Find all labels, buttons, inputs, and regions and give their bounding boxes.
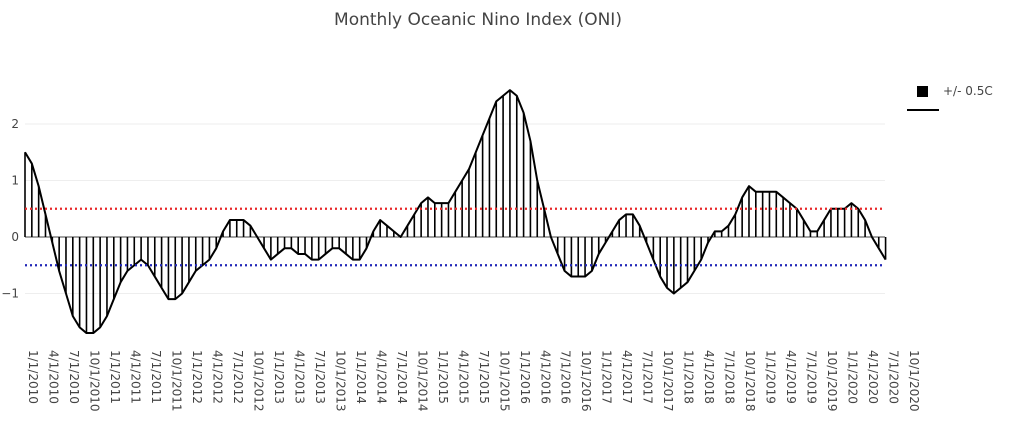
x-tick-label: 10/1/2019	[825, 350, 839, 412]
x-tick-label: 1/1/2019	[764, 350, 778, 404]
y-tick-label: 1	[11, 174, 19, 188]
x-tick-label: 7/1/2017	[641, 350, 655, 404]
x-tick-label: 4/1/2016	[538, 350, 552, 404]
x-tick-label: 10/1/2018	[743, 350, 757, 412]
hatch-bars	[24, 90, 887, 334]
oni-line	[24, 89, 887, 335]
x-tick-label: 10/1/2020	[907, 350, 921, 412]
x-tick-label: 1/1/2014	[354, 350, 368, 404]
x-tick-label: 1/1/2012	[190, 350, 204, 404]
y-tick-labels: 2 1 0 −1	[1, 117, 19, 301]
x-tick-label: 10/1/2017	[661, 350, 675, 412]
legend-line-sample	[907, 109, 939, 111]
x-tick-label: 7/1/2014	[395, 350, 409, 404]
x-tick-label: 10/1/2015	[497, 350, 511, 412]
x-tick-label: 1/1/2017	[600, 350, 614, 404]
x-tick-label: 4/1/2017	[620, 350, 634, 404]
x-tick-label: 4/1/2011	[128, 350, 142, 404]
legend-square-marker	[917, 86, 928, 97]
x-tick-labels: 1/1/2010 4/1/2010 7/1/2010 10/1/2010 1/1/201…	[26, 350, 921, 412]
x-tick-label: 10/1/2011	[169, 350, 183, 412]
x-tick-label: 1/1/2020	[846, 350, 860, 404]
x-tick-label: 4/1/2015	[456, 350, 470, 404]
x-tick-label: 4/1/2010	[46, 350, 60, 404]
x-tick-label: 4/1/2012	[210, 350, 224, 404]
x-tick-label: 7/1/2013	[313, 350, 327, 404]
x-tick-label: 10/1/2014	[415, 350, 429, 412]
x-tick-label: 1/1/2016	[518, 350, 532, 404]
y-tick-label: −1	[1, 287, 19, 301]
x-tick-label: 1/1/2018	[682, 350, 696, 404]
x-tick-label: 7/1/2015	[477, 350, 491, 404]
x-tick-label: 7/1/2012	[231, 350, 245, 404]
x-tick-label: 4/1/2018	[702, 350, 716, 404]
reference-lines	[25, 207, 885, 267]
x-tick-label: 10/1/2016	[579, 350, 593, 412]
chart-title: Monthly Oceanic Nino Index (ONI)	[334, 10, 622, 30]
legend-label: +/- 0.5C	[943, 84, 993, 98]
x-tick-label: 10/1/2012	[251, 350, 265, 412]
x-tick-label: 4/1/2019	[784, 350, 798, 404]
x-tick-label: 4/1/2013	[292, 350, 306, 404]
x-tick-label: 1/1/2015	[436, 350, 450, 404]
legend[interactable]: +/- 0.5C	[905, 82, 1010, 122]
x-tick-label: 7/1/2010	[67, 350, 81, 404]
x-tick-label: 7/1/2018	[723, 350, 737, 404]
x-tick-label: 7/1/2019	[805, 350, 819, 404]
x-tick-label: 7/1/2020	[887, 350, 901, 404]
x-tick-label: 4/1/2014	[374, 350, 388, 404]
x-tick-label: 1/1/2013	[272, 350, 286, 404]
x-tick-label: 7/1/2016	[559, 350, 573, 404]
y-tick-label: 0	[11, 230, 19, 244]
y-tick-label: 2	[11, 117, 19, 131]
x-tick-label: 1/1/2010	[26, 350, 40, 404]
x-tick-label: 4/1/2020	[866, 350, 880, 404]
oni-series-line	[24, 89, 887, 335]
x-tick-label: 10/1/2010	[87, 350, 101, 412]
x-tick-label: 7/1/2011	[149, 350, 163, 404]
x-tick-label: 10/1/2013	[333, 350, 347, 412]
x-tick-label: 1/1/2011	[108, 350, 122, 404]
